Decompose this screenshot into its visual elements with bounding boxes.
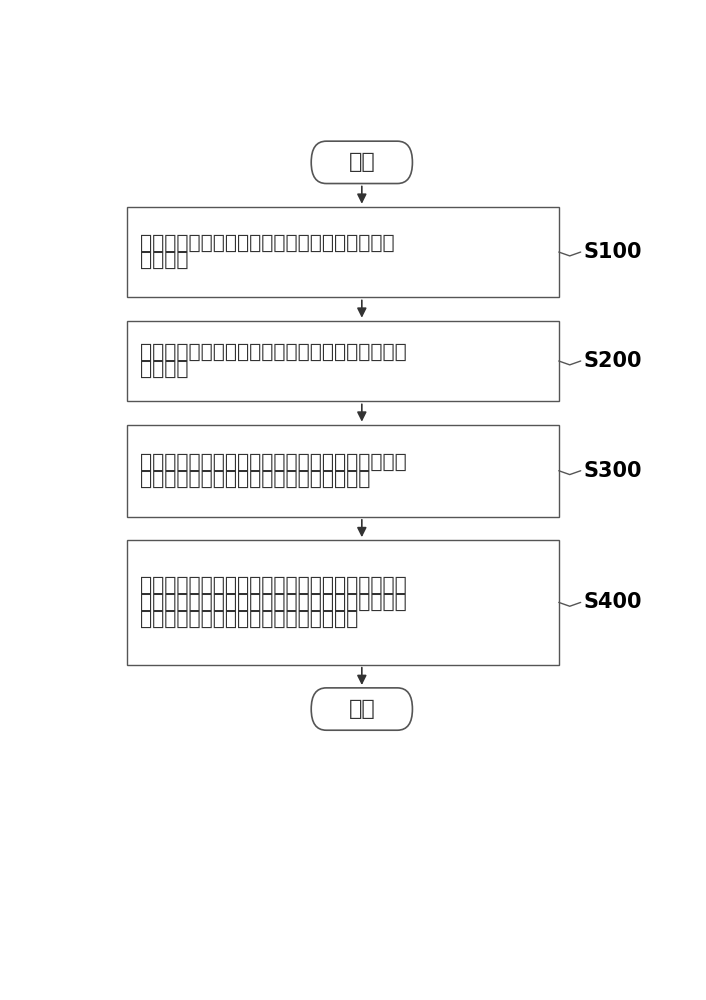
Text: 速度的点: 速度的点 [140, 251, 189, 270]
Bar [126, 540, 559, 665]
Text: 开始: 开始 [349, 152, 375, 172]
Text: 结束: 结束 [349, 699, 375, 719]
Text: S100: S100 [583, 242, 642, 262]
Text: 通过使用所述时间差以及没有安装燃烧压力传感器: 通过使用所述时间差以及没有安装燃烧压力传感器 [140, 576, 407, 595]
Text: 燃烧阶段: 燃烧阶段 [140, 360, 189, 379]
Bar [126, 425, 559, 517]
Text: S300: S300 [583, 461, 642, 481]
Text: 检测在其上安装有燃烧压力传感器的发动机汽缸的: 检测在其上安装有燃烧压力传感器的发动机汽缸的 [140, 343, 407, 362]
Bar [126, 321, 559, 401]
Bar [126, 207, 559, 297]
Text: 的发动机汽缸的最大角加速度的点来确定没有安装: 的发动机汽缸的最大角加速度的点来确定没有安装 [140, 593, 407, 612]
Text: 在爆炸冲程期间计算每个发动机汽缸的最大角加: 在爆炸冲程期间计算每个发动机汽缸的最大角加 [140, 234, 395, 253]
Text: 燃烧压力传感器的发动机汽缸的燃烧阶段: 燃烧压力传感器的发动机汽缸的燃烧阶段 [140, 610, 359, 629]
Text: 最大角加速度的点和燃烧阶段之间的时间差: 最大角加速度的点和燃烧阶段之间的时间差 [140, 470, 371, 489]
FancyBboxPatch shape [311, 141, 412, 184]
Text: S400: S400 [583, 592, 642, 612]
FancyBboxPatch shape [311, 688, 412, 730]
Text: S200: S200 [583, 351, 642, 371]
Text: 计算在其上安装有燃烧压力传感器的发动机汽缸的: 计算在其上安装有燃烧压力传感器的发动机汽缸的 [140, 453, 407, 472]
